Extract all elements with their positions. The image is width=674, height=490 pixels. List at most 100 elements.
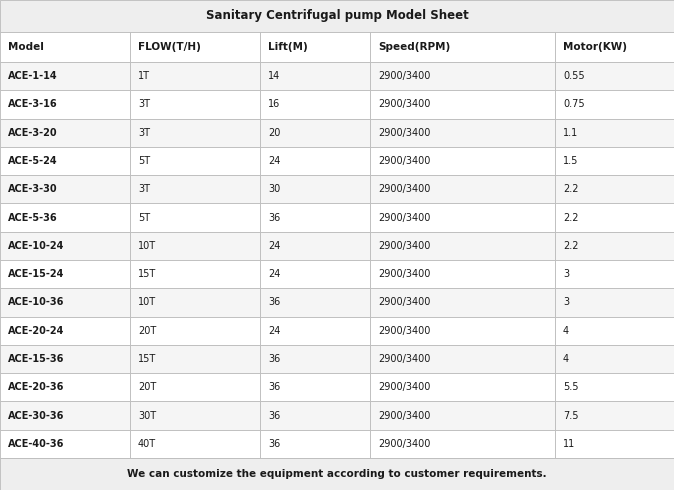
Text: 2900/3400: 2900/3400: [378, 241, 431, 251]
Bar: [370, 317, 555, 345]
Bar: [370, 288, 555, 317]
Text: 36: 36: [268, 297, 280, 307]
Bar: [0, 401, 130, 430]
Text: ACE-3-16: ACE-3-16: [8, 99, 57, 109]
Bar: [0, 32, 130, 62]
Text: 2900/3400: 2900/3400: [378, 297, 431, 307]
Bar: [370, 401, 555, 430]
Text: ACE-40-36: ACE-40-36: [8, 439, 65, 449]
Bar: [0, 0, 674, 32]
Text: 15T: 15T: [138, 269, 156, 279]
Text: 5T: 5T: [138, 156, 150, 166]
Bar: [0, 288, 130, 317]
Text: 7.5: 7.5: [563, 411, 578, 420]
Text: 20: 20: [268, 128, 280, 138]
Text: 14: 14: [268, 71, 280, 81]
Text: FLOW(T/H): FLOW(T/H): [138, 42, 201, 52]
Text: 24: 24: [268, 156, 280, 166]
Text: 11: 11: [563, 439, 575, 449]
Text: 15T: 15T: [138, 354, 156, 364]
Text: 1.5: 1.5: [563, 156, 578, 166]
Text: 36: 36: [268, 411, 280, 420]
Text: 10T: 10T: [138, 241, 156, 251]
Text: 36: 36: [268, 213, 280, 222]
Text: 2.2: 2.2: [563, 241, 578, 251]
Text: 10T: 10T: [138, 297, 156, 307]
Bar: [260, 119, 370, 147]
Bar: [260, 147, 370, 175]
Text: 3: 3: [563, 297, 569, 307]
Bar: [260, 62, 370, 90]
Bar: [260, 288, 370, 317]
Bar: [130, 317, 260, 345]
Bar: [130, 260, 260, 288]
Text: 24: 24: [268, 241, 280, 251]
Text: 1T: 1T: [138, 71, 150, 81]
Text: ACE-3-30: ACE-3-30: [8, 184, 57, 195]
Text: 2900/3400: 2900/3400: [378, 269, 431, 279]
Text: 5T: 5T: [138, 213, 150, 222]
Text: 2900/3400: 2900/3400: [378, 71, 431, 81]
Text: Sanitary Centrifugal pump Model Sheet: Sanitary Centrifugal pump Model Sheet: [206, 9, 468, 23]
Text: 20T: 20T: [138, 382, 156, 392]
Text: 4: 4: [563, 354, 569, 364]
Bar: [0, 147, 130, 175]
Text: 24: 24: [268, 269, 280, 279]
Bar: [555, 90, 674, 119]
Text: 3T: 3T: [138, 184, 150, 195]
Text: 2900/3400: 2900/3400: [378, 213, 431, 222]
Text: 0.55: 0.55: [563, 71, 584, 81]
Text: ACE-5-36: ACE-5-36: [8, 213, 57, 222]
Bar: [0, 260, 130, 288]
Bar: [555, 203, 674, 232]
Bar: [260, 32, 370, 62]
Text: 16: 16: [268, 99, 280, 109]
Bar: [555, 119, 674, 147]
Bar: [260, 203, 370, 232]
Text: 0.75: 0.75: [563, 99, 584, 109]
Text: ACE-30-36: ACE-30-36: [8, 411, 65, 420]
Text: Model: Model: [8, 42, 44, 52]
Bar: [370, 430, 555, 458]
Bar: [130, 203, 260, 232]
Text: ACE-15-36: ACE-15-36: [8, 354, 65, 364]
Bar: [555, 288, 674, 317]
Text: 5.5: 5.5: [563, 382, 578, 392]
Text: ACE-15-24: ACE-15-24: [8, 269, 65, 279]
Text: ACE-3-20: ACE-3-20: [8, 128, 57, 138]
Bar: [555, 373, 674, 401]
Bar: [130, 232, 260, 260]
Bar: [130, 288, 260, 317]
Text: 4: 4: [563, 326, 569, 336]
Bar: [370, 147, 555, 175]
Text: 36: 36: [268, 439, 280, 449]
Bar: [0, 119, 130, 147]
Text: 2900/3400: 2900/3400: [378, 99, 431, 109]
Text: 3T: 3T: [138, 128, 150, 138]
Text: 2.2: 2.2: [563, 213, 578, 222]
Text: ACE-10-24: ACE-10-24: [8, 241, 65, 251]
Text: 1.1: 1.1: [563, 128, 578, 138]
Bar: [555, 147, 674, 175]
Bar: [0, 62, 130, 90]
Bar: [555, 430, 674, 458]
Bar: [555, 317, 674, 345]
Text: 2900/3400: 2900/3400: [378, 128, 431, 138]
Bar: [0, 345, 130, 373]
Text: 2.2: 2.2: [563, 184, 578, 195]
Bar: [555, 175, 674, 203]
Text: 20T: 20T: [138, 326, 156, 336]
Text: 2900/3400: 2900/3400: [378, 156, 431, 166]
Text: 3: 3: [563, 269, 569, 279]
Bar: [370, 373, 555, 401]
Bar: [0, 458, 674, 490]
Bar: [370, 345, 555, 373]
Bar: [130, 175, 260, 203]
Bar: [555, 260, 674, 288]
Bar: [130, 345, 260, 373]
Bar: [555, 32, 674, 62]
Text: Motor(KW): Motor(KW): [563, 42, 627, 52]
Bar: [260, 232, 370, 260]
Bar: [0, 373, 130, 401]
Text: 36: 36: [268, 382, 280, 392]
